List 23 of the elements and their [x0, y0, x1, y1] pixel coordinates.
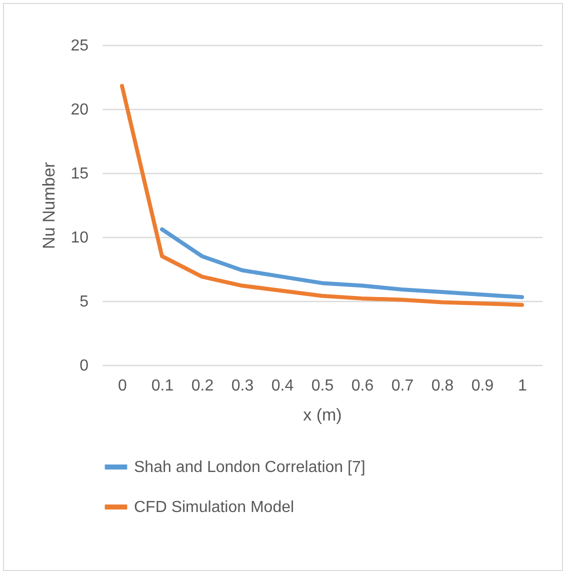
legend-label: CFD Simulation Model: [134, 499, 294, 516]
x-tick-label: 0.3: [231, 378, 254, 394]
y-tick-label: 0: [80, 358, 89, 374]
y-tick-label: 15: [70, 166, 89, 182]
legend-label: Shah and London Correlation [7]: [134, 459, 366, 476]
y-tick-label: 10: [70, 230, 89, 246]
x-tick-label: 0.8: [431, 378, 454, 394]
y-tick-label: 25: [70, 38, 89, 54]
y-tick-label: 5: [80, 294, 89, 310]
x-tick-label: 0.5: [311, 378, 334, 394]
x-tick-label: 0.7: [391, 378, 414, 394]
y-tick-label: 20: [70, 102, 89, 118]
x-tick-label: 0.9: [471, 378, 494, 394]
x-tick-label: 1: [518, 378, 528, 394]
x-axis-title: x (m): [303, 406, 342, 424]
x-tick-label: 0.4: [271, 378, 294, 394]
x-tick-label: 0.2: [191, 378, 214, 394]
x-tick-label: 0.6: [351, 378, 374, 394]
x-tick-label: 0.1: [151, 378, 174, 394]
line-series: [160, 227, 524, 300]
y-axis-title: Nu Number: [40, 162, 59, 249]
line-series: [120, 84, 524, 307]
x-tick-label: 0: [118, 378, 128, 394]
